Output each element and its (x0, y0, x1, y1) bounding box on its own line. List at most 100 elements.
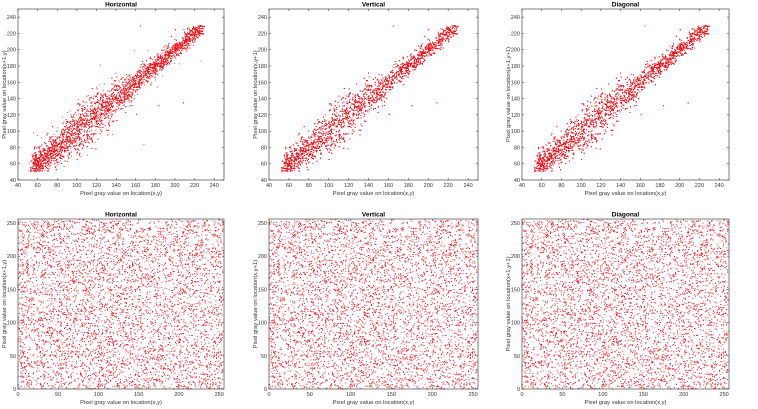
scatter-point (79, 154, 80, 155)
scatter-point (74, 117, 75, 118)
scatter-point (94, 125, 95, 126)
scatter-point (110, 95, 111, 96)
scatter-point (72, 141, 73, 142)
scatter-point (135, 87, 136, 88)
scatter-point (111, 115, 112, 116)
scatter-point (47, 133, 48, 134)
scatter-point (116, 120, 117, 121)
scatter-point (78, 123, 79, 124)
scatter-point (82, 118, 83, 119)
scatter-point (56, 139, 57, 140)
scatter-point (100, 115, 101, 116)
scatter-point (157, 87, 158, 88)
scatter-point (141, 71, 142, 72)
scatter-point (103, 97, 104, 98)
scatter-point (117, 100, 118, 101)
scatter-point (80, 115, 81, 116)
scatter-point (99, 116, 100, 117)
scatter-point (64, 166, 65, 167)
scatter-point (170, 49, 171, 50)
scatter-point (158, 74, 159, 75)
scatter-point (137, 73, 138, 74)
scatter-point (140, 73, 141, 74)
scatter-point (110, 109, 111, 110)
scatter-point (86, 141, 87, 142)
scatter-point (109, 120, 110, 121)
scatter-point (66, 125, 67, 126)
scatter-point (91, 130, 92, 131)
scatter-point (98, 102, 99, 103)
scatter-point (165, 63, 166, 64)
scatter-point (95, 142, 96, 143)
scatter-point (91, 110, 92, 111)
scatter-point (82, 106, 83, 107)
scatter-point (113, 101, 114, 102)
scatter-point (69, 127, 70, 128)
scatter-point (68, 156, 69, 157)
scatter-point (193, 42, 194, 43)
scatter-point (34, 155, 35, 156)
scatter-point (156, 69, 157, 70)
scatter-point (100, 117, 101, 118)
scatter-point (163, 68, 164, 69)
scatter-point (114, 80, 115, 81)
scatter-point (47, 148, 48, 149)
scatter-point (142, 83, 143, 84)
scatter-point (142, 81, 143, 82)
scatter-point (136, 80, 137, 81)
scatter-point (83, 145, 84, 146)
scatter-point (75, 142, 76, 143)
scatter-point (93, 136, 94, 137)
scatter-point (95, 130, 96, 131)
scatter-point (119, 82, 120, 83)
scatter-point (129, 94, 130, 95)
scatter-point (128, 79, 129, 80)
scatter-point (45, 162, 46, 163)
scatter-point (48, 170, 49, 171)
scatter-point (110, 113, 111, 114)
scatter-point (174, 63, 175, 64)
scatter-point (83, 145, 84, 146)
scatter-point (53, 140, 54, 141)
scatter-point (61, 152, 62, 153)
scatter-point (177, 50, 178, 51)
scatter-point (83, 124, 84, 125)
scatter-point (28, 170, 29, 171)
scatter-point (191, 32, 192, 33)
scatter-point (65, 148, 66, 149)
scatter-point (57, 152, 58, 153)
scatter-point (123, 87, 124, 88)
scatter-point (162, 53, 163, 54)
scatter-point (91, 102, 92, 103)
scatter-point (160, 68, 161, 69)
scatter-point (88, 136, 89, 137)
scatter-point (188, 37, 189, 38)
scatter-point (105, 101, 106, 102)
scatter-point (183, 29, 184, 30)
scatter-point (38, 158, 39, 159)
scatter-point (136, 91, 137, 92)
scatter-point (108, 104, 109, 105)
scatter-point (74, 113, 75, 114)
scatter-point (119, 96, 120, 97)
scatter-point (81, 139, 82, 140)
scatter-point (66, 136, 67, 137)
scatter-point (52, 147, 53, 148)
scatter-point (131, 100, 132, 101)
scatter-point (70, 123, 71, 124)
scatter-point (57, 127, 58, 128)
scatter-point (150, 78, 151, 79)
scatter-point (88, 128, 89, 129)
scatter-point (201, 33, 202, 34)
scatter-point (156, 68, 157, 69)
scatter-point (190, 40, 191, 41)
scatter-point (42, 171, 43, 172)
scatter-point (120, 87, 121, 88)
scatter-point (77, 143, 78, 144)
scatter-point (66, 121, 67, 122)
scatter-point (158, 60, 159, 61)
scatter-point (134, 95, 135, 96)
scatter-point (171, 36, 172, 37)
scatter-point (104, 107, 105, 108)
scatter-point (69, 133, 70, 134)
